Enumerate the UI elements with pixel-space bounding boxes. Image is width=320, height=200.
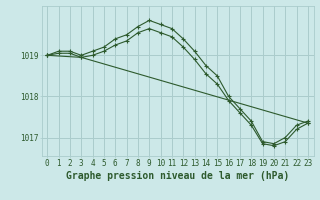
X-axis label: Graphe pression niveau de la mer (hPa): Graphe pression niveau de la mer (hPa) (66, 171, 289, 181)
